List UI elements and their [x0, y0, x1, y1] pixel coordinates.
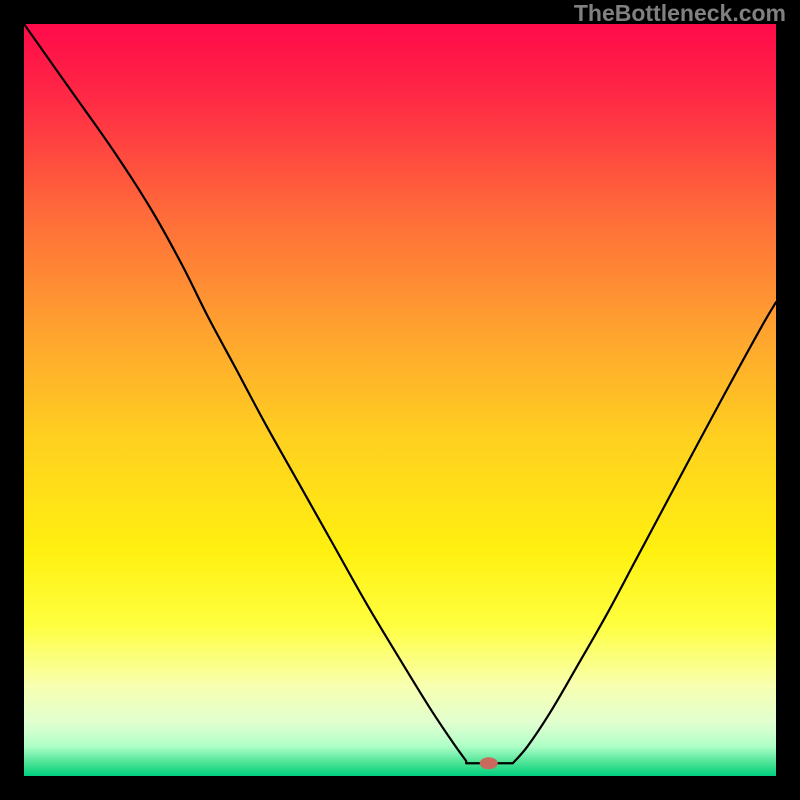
watermark-text: TheBottleneck.com: [574, 0, 786, 27]
chart-frame: [0, 0, 800, 800]
